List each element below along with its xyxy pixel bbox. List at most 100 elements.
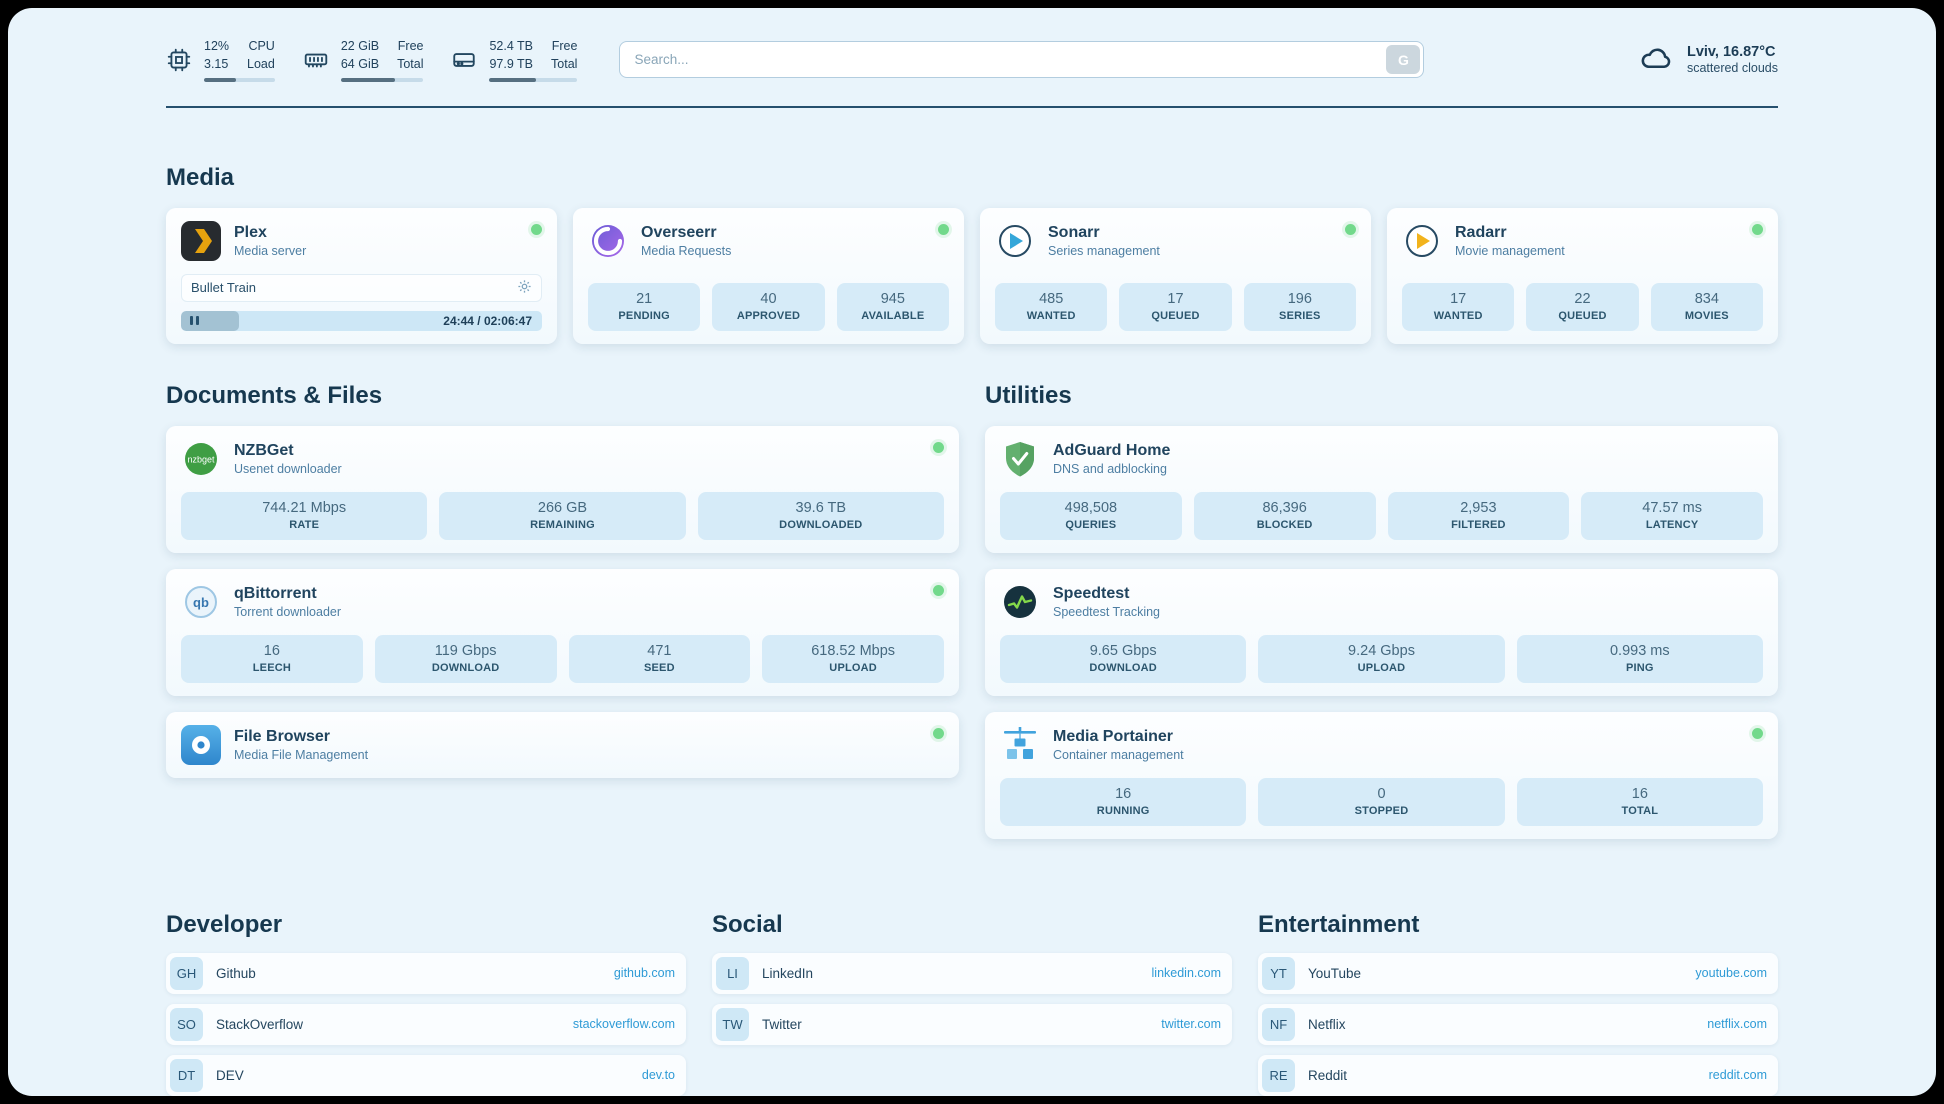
disk-free-label: Free <box>551 39 578 53</box>
playback-progress-bar[interactable]: 24:44 / 02:06:47 <box>181 310 542 331</box>
bookmark-url[interactable]: reddit.com <box>1708 1068 1767 1083</box>
app-card-sonarr[interactable]: Sonarr Series management 485 WANTED 17 Q… <box>980 207 1371 344</box>
bookmark-url[interactable]: dev.to <box>641 1068 675 1083</box>
stat-label: QUEUED <box>1558 309 1607 322</box>
app-subtitle: Container management <box>1053 748 1184 763</box>
bookmark-dev[interactable]: DT DEV dev.to <box>166 1054 686 1096</box>
top-bar: 12% CPU 3.15 Load 22 <box>166 38 1778 82</box>
bookmark-url[interactable]: netflix.com <box>1707 1017 1767 1032</box>
stat-label: LEECH <box>252 661 292 674</box>
stat-label: RATE <box>289 518 320 531</box>
app-card-speedtest[interactable]: Speedtest Speedtest Tracking 9.65 Gbps D… <box>985 568 1778 696</box>
stat-label: RUNNING <box>1096 804 1150 817</box>
stat-tile: 22 QUEUED <box>1526 282 1639 331</box>
section-title-documents: Documents & Files <box>166 381 383 409</box>
app-card-radarr[interactable]: Radarr Movie management 17 WANTED 22 QUE… <box>1387 207 1778 344</box>
stat-label: PENDING <box>618 309 670 322</box>
ram-free-value: 22 GiB <box>340 39 380 53</box>
cpu-icon <box>166 47 192 73</box>
bookmark-stackoverflow[interactable]: SO StackOverflow stackoverflow.com <box>166 1003 686 1045</box>
app-name: File Browser <box>234 728 331 746</box>
app-card-qbittorrent[interactable]: qb qBittorrent Torrent downloader 16 LEE… <box>166 568 959 696</box>
status-dot <box>1752 223 1763 235</box>
stat-value: 9.65 Gbps <box>1089 642 1157 659</box>
stat-value: 17 <box>1167 290 1184 307</box>
app-subtitle: Torrent downloader <box>234 605 342 620</box>
filebrowser-icon <box>181 724 221 765</box>
bookmarks-developer: Developer GH Github github.com SO StackO… <box>166 855 686 1096</box>
plex-icon <box>181 220 221 261</box>
app-card-overseerr[interactable]: Overseerr Media Requests 21 PENDING 40 A… <box>573 207 964 344</box>
app-card-portainer[interactable]: Media Portainer Container management 16 … <box>985 711 1778 839</box>
header-divider <box>166 105 1778 108</box>
stat-value: 834 <box>1694 290 1719 307</box>
bookmark-url[interactable]: github.com <box>613 966 675 981</box>
app-subtitle: Series management <box>1048 244 1160 259</box>
gear-icon[interactable] <box>517 279 532 297</box>
stat-tile: 498,508 QUERIES <box>1000 491 1182 540</box>
app-name: Radarr <box>1455 224 1507 242</box>
stat-tile: 16 LEECH <box>181 634 363 683</box>
weather-widget: Lviv, 16.87°C scattered clouds <box>1639 42 1778 77</box>
app-subtitle: Movie management <box>1455 244 1565 259</box>
stat-value: 0 <box>1377 785 1386 802</box>
bookmark-twitter[interactable]: TW Twitter twitter.com <box>712 1003 1232 1045</box>
bookmark-url[interactable]: linkedin.com <box>1151 966 1221 981</box>
section-title-utilities: Utilities <box>985 381 1072 409</box>
section-title-entertainment: Entertainment <box>1258 910 1420 938</box>
stat-tile: 119 Gbps DOWNLOAD <box>374 634 557 683</box>
app-subtitle: Media server <box>234 244 307 259</box>
app-name: Media Portainer <box>1053 728 1174 746</box>
bookmark-name: YouTube <box>1308 965 1362 981</box>
app-card-plex[interactable]: Plex Media server Bullet Train <box>166 207 557 344</box>
pause-icon[interactable] <box>190 316 199 326</box>
svg-text:qb: qb <box>193 595 209 610</box>
search-engine-button[interactable]: G <box>1386 45 1421 75</box>
disk-total-value: 97.9 TB <box>489 56 534 71</box>
stat-tile: 17 QUEUED <box>1119 282 1232 331</box>
bookmark-url[interactable]: twitter.com <box>1161 1017 1221 1032</box>
bookmark-name: LinkedIn <box>762 965 814 981</box>
bookmark-badge: LI <box>716 956 749 990</box>
bookmark-netflix[interactable]: NF Netflix netflix.com <box>1258 1003 1778 1045</box>
nzbget-icon: nzbget <box>181 439 221 479</box>
media-grid: Plex Media server Bullet Train <box>166 207 1778 344</box>
bookmark-linkedin[interactable]: LI LinkedIn linkedin.com <box>712 952 1232 994</box>
bookmark-name: DEV <box>216 1067 244 1083</box>
stat-tile: 16 TOTAL <box>1516 777 1763 826</box>
bookmark-badge: GH <box>170 956 203 990</box>
section-title-social: Social <box>712 910 783 938</box>
utilities-column: Utilities AdGuard Home <box>985 344 1778 855</box>
app-card-nzbget[interactable]: nzbget NZBGet Usenet downloader 744.21 M… <box>166 425 959 553</box>
app-card-filebrowser[interactable]: File Browser Media File Management <box>166 711 959 778</box>
bookmark-github[interactable]: GH Github github.com <box>166 952 686 994</box>
cpu-value: 12% <box>204 39 230 53</box>
stat-label: DOWNLOADED <box>779 518 863 531</box>
ram-widget: 22 GiB Free 64 GiB Total <box>303 38 424 82</box>
status-dot <box>531 223 542 235</box>
stat-tile: 9.24 Gbps UPLOAD <box>1258 634 1505 683</box>
stat-value: 40 <box>760 290 777 307</box>
bookmark-url[interactable]: youtube.com <box>1695 966 1767 981</box>
bookmark-url[interactable]: stackoverflow.com <box>572 1017 675 1032</box>
bookmark-reddit[interactable]: RE Reddit reddit.com <box>1258 1054 1778 1096</box>
stat-tile: 618.52 Mbps UPLOAD <box>762 634 944 683</box>
search-input[interactable] <box>619 41 1425 79</box>
stat-label: STOPPED <box>1354 804 1409 817</box>
app-subtitle: Speedtest Tracking <box>1053 605 1161 620</box>
app-name: qBittorrent <box>234 585 317 603</box>
stat-tile: 485 WANTED <box>995 282 1108 331</box>
bookmark-youtube[interactable]: YT YouTube youtube.com <box>1258 952 1778 994</box>
section-title-media: Media <box>166 163 235 191</box>
stat-label: UPLOAD <box>1357 661 1406 674</box>
bookmark-name: Reddit <box>1308 1067 1348 1083</box>
now-playing-title: Bullet Train <box>191 280 257 296</box>
stat-value: 196 <box>1287 290 1312 307</box>
stat-tile: 2,953 FILTERED <box>1387 491 1570 540</box>
bookmark-name: StackOverflow <box>216 1016 304 1032</box>
stat-label: DOWNLOAD <box>1089 661 1157 674</box>
stat-label: WANTED <box>1433 309 1483 322</box>
stat-value: 266 GB <box>537 499 588 516</box>
app-card-adguard[interactable]: AdGuard Home DNS and adblocking 498,508 … <box>985 425 1778 553</box>
ram-total-label: Total <box>397 56 424 71</box>
